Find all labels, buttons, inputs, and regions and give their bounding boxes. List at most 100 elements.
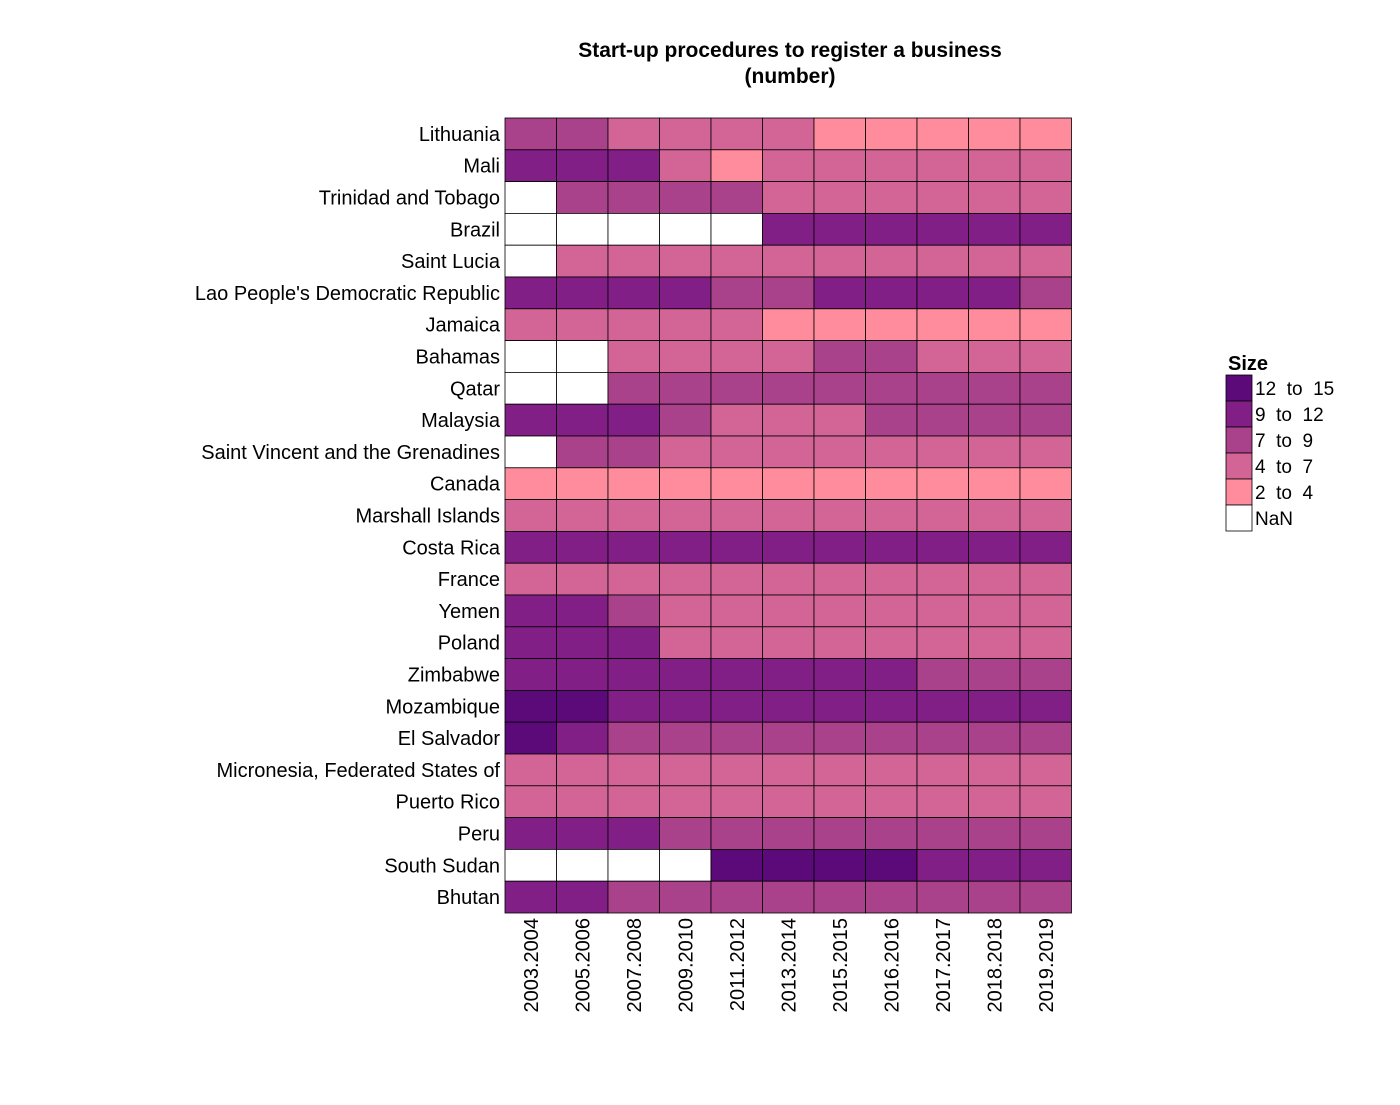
heatmap-cell bbox=[762, 149, 815, 183]
heatmap-cell bbox=[813, 403, 866, 437]
y-tick-label: Puerto Rico bbox=[396, 792, 501, 814]
heatmap-cell bbox=[865, 531, 918, 564]
x-tick-label: 2003.2004 bbox=[521, 918, 543, 1013]
heatmap-cell bbox=[865, 117, 918, 151]
heatmap-cell bbox=[865, 181, 918, 214]
heatmap-cell bbox=[968, 276, 1021, 310]
y-axis-labels: Lithuania Mali Trinidad and Tobago Brazil Sa… bbox=[195, 124, 501, 909]
heatmap-cell bbox=[968, 690, 1021, 723]
heatmap-cell bbox=[556, 308, 609, 341]
heatmap-cell bbox=[1019, 435, 1072, 469]
heatmap-cell bbox=[556, 435, 609, 469]
heatmap-cell bbox=[607, 880, 660, 914]
heatmap-cell bbox=[710, 403, 763, 437]
heatmap-cell bbox=[710, 658, 763, 691]
heatmap-cell bbox=[865, 244, 918, 278]
heatmap-cell bbox=[1019, 467, 1072, 500]
heatmap-cell bbox=[710, 626, 763, 659]
heatmap-cell bbox=[607, 753, 660, 787]
heatmap-cell bbox=[607, 276, 660, 310]
legend-swatch bbox=[1225, 452, 1253, 480]
heatmap-cell bbox=[916, 721, 969, 755]
heatmap-cell bbox=[762, 721, 815, 755]
heatmap-cell bbox=[865, 849, 918, 882]
heatmap-cell bbox=[813, 499, 866, 532]
heatmap-cell bbox=[916, 467, 969, 500]
heatmap-cell bbox=[607, 626, 660, 659]
heatmap-cell bbox=[916, 340, 969, 373]
heatmap-cell bbox=[556, 149, 609, 183]
heatmap-cell bbox=[1019, 721, 1072, 755]
heatmap-cell bbox=[762, 244, 815, 278]
heatmap-cell bbox=[710, 276, 763, 310]
heatmap-cell bbox=[916, 562, 969, 596]
y-tick-label: Brazil bbox=[450, 219, 500, 241]
heatmap-cell bbox=[813, 690, 866, 723]
heatmap-cell bbox=[916, 276, 969, 310]
heatmap-cell bbox=[1019, 753, 1072, 787]
heatmap-cell bbox=[762, 658, 815, 691]
heatmap-cell bbox=[916, 212, 969, 246]
heatmap-cell bbox=[504, 658, 557, 691]
heatmap-cell bbox=[865, 308, 918, 341]
heatmap-cell bbox=[865, 340, 918, 373]
heatmap-cell bbox=[1019, 817, 1072, 850]
heatmap-cell bbox=[813, 149, 866, 183]
heatmap-cell bbox=[762, 531, 815, 564]
heatmap-cell bbox=[607, 403, 660, 437]
heatmap-cell bbox=[968, 212, 1021, 246]
heatmap-cell bbox=[556, 594, 609, 628]
y-tick-label: Saint Vincent and the Grenadines bbox=[201, 442, 500, 464]
heatmap-cell bbox=[1019, 403, 1072, 437]
heatmap-cell bbox=[607, 117, 660, 151]
heatmap-cell bbox=[556, 721, 609, 755]
y-tick-label: Lithuania bbox=[419, 124, 501, 146]
heatmap-cell bbox=[916, 658, 969, 691]
heatmap-cell bbox=[865, 499, 918, 532]
heatmap-cell bbox=[607, 467, 660, 500]
heatmap-cell bbox=[916, 244, 969, 278]
heatmap-cell bbox=[916, 594, 969, 628]
heatmap-cell bbox=[710, 308, 763, 341]
heatmap-cell bbox=[916, 531, 969, 564]
heatmap-cell bbox=[659, 149, 712, 183]
heatmap-cell bbox=[710, 467, 763, 500]
heatmap-cell bbox=[659, 371, 712, 405]
y-tick-label: France bbox=[438, 569, 500, 591]
heatmap-cell bbox=[916, 499, 969, 532]
heatmap-cell bbox=[968, 849, 1021, 882]
heatmap-cell bbox=[968, 658, 1021, 691]
heatmap-cell bbox=[659, 499, 712, 532]
heatmap-cell bbox=[968, 817, 1021, 850]
heatmap-cell bbox=[813, 371, 866, 405]
heatmap-cell bbox=[968, 880, 1021, 914]
heatmap-cell bbox=[968, 531, 1021, 564]
heatmap-cell bbox=[813, 594, 866, 628]
heatmap-cell bbox=[556, 817, 609, 850]
heatmap-cell bbox=[504, 817, 557, 850]
heatmap-cell bbox=[916, 880, 969, 914]
heatmap-cell bbox=[865, 753, 918, 787]
heatmap-cell bbox=[1019, 340, 1072, 373]
heatmap-cell bbox=[710, 212, 763, 246]
heatmap-cell bbox=[710, 817, 763, 850]
y-tick-label: South Sudan bbox=[384, 855, 500, 877]
heatmap-cell bbox=[659, 562, 712, 596]
heatmap-cell bbox=[1019, 785, 1072, 818]
heatmap-cell bbox=[607, 817, 660, 850]
heatmap-cell bbox=[659, 308, 712, 341]
heatmap-cell bbox=[556, 562, 609, 596]
heatmap-cell bbox=[659, 626, 712, 659]
heatmap-cell bbox=[710, 721, 763, 755]
heatmap-cell bbox=[916, 308, 969, 341]
heatmap-cell bbox=[710, 531, 763, 564]
heatmap-cell bbox=[556, 849, 609, 882]
heatmap-cell bbox=[813, 117, 866, 151]
heatmap-cell bbox=[504, 880, 557, 914]
heatmap-cell bbox=[710, 753, 763, 787]
heatmap-cell bbox=[968, 753, 1021, 787]
heatmap-cell bbox=[504, 340, 557, 373]
legend: Size 12 to 15 9 to 12 7 to 9 4 to 7 2 to 4 Na… bbox=[1225, 353, 1334, 532]
